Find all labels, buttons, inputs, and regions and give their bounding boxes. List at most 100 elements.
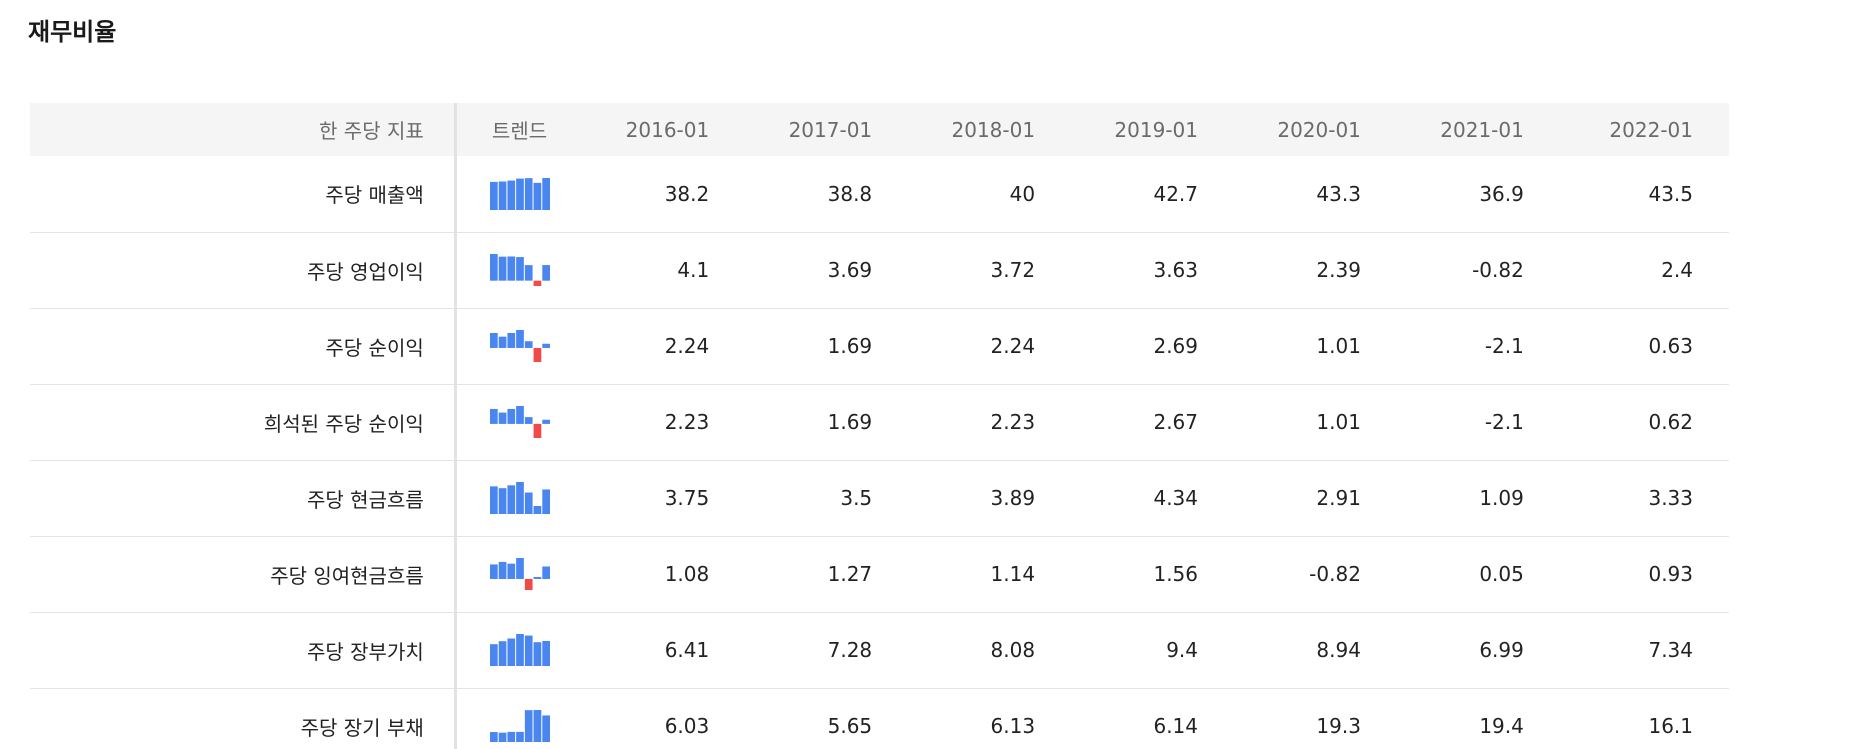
value-cell: 1.27: [827, 562, 873, 586]
header-year-2017: 2017-01: [788, 117, 873, 142]
header-year-2020: 2020-01: [1277, 117, 1361, 142]
trend-cell: [455, 232, 582, 308]
trend-cell: [455, 460, 582, 536]
trend-cell: [455, 384, 582, 460]
table-row: 주당 장기 부채 6.03 5.65 6.13 6.14 19.3 19.4 1…: [30, 688, 1729, 749]
trend-sparkline: [489, 634, 550, 666]
trend-bar: [506, 485, 515, 514]
trend-bar: [524, 635, 533, 666]
value-cell: 6.13: [990, 714, 1036, 739]
value-cell: 6.99: [1479, 638, 1524, 662]
trend-bar: [515, 634, 524, 666]
trend-bar: [533, 423, 541, 438]
trend-bar: [533, 347, 541, 362]
table-row: 주당 영업이익 4.1 3.69 3.72 3.63 2.39 -0.82 2.…: [30, 232, 1729, 308]
value-cell: 2.23: [664, 410, 710, 434]
value-cell: 1.69: [827, 334, 873, 358]
trend-bar: [533, 280, 541, 286]
value-cell: 0.05: [1479, 562, 1524, 586]
value-cell: 1.09: [1479, 486, 1524, 510]
table-row: 희석된 주당 순이익 2.23 1.69 2.23 2.67 1.01 -2.1…: [30, 384, 1729, 460]
row-label: 주당 매출액: [30, 156, 457, 232]
value-cell: 5.65: [827, 714, 873, 739]
row-label: 주당 잉여현금흐름: [30, 536, 457, 612]
trend-bar: [515, 482, 524, 514]
financial-ratios-table: 한 주당 지표 트렌드 2016-01 2017-01 2018-01 2019…: [30, 103, 1729, 749]
value-cell: 3.89: [990, 486, 1036, 510]
trend-sparkline: [489, 177, 550, 210]
value-cell: -2.1: [1484, 334, 1524, 358]
trend-bar: [541, 715, 550, 743]
trend-sparkline: [489, 330, 550, 362]
trend-bar: [541, 641, 550, 666]
trend-bar: [498, 561, 506, 579]
table-row: 주당 잉여현금흐름 1.08 1.27 1.14 1.56 -0.82 0.05…: [30, 536, 1729, 612]
value-cell: 0.63: [1648, 334, 1693, 358]
trend-bar: [489, 333, 498, 348]
row-label: 주당 영업이익: [30, 232, 457, 308]
table-row: 주당 순이익 2.24 1.69 2.24 2.69 1.01 -2.1 0.6…: [30, 308, 1729, 384]
trend-bar: [489, 408, 498, 424]
value-cell: 9.4: [1166, 638, 1198, 662]
value-cell: 1.01: [1316, 410, 1361, 434]
trend-bar: [524, 578, 533, 590]
value-cell: 43.5: [1648, 181, 1693, 206]
header-trend: 트렌드: [491, 119, 548, 143]
value-cell: 3.63: [1153, 258, 1198, 282]
page-title: 재무비율: [28, 18, 117, 46]
trend-bar: [541, 177, 550, 210]
trend-cell: [455, 156, 582, 232]
trend-sparkline: [489, 254, 550, 286]
trend-bar: [533, 505, 541, 514]
value-cell: 3.5: [840, 486, 873, 510]
trend-bar: [506, 563, 515, 579]
header-year-2021: 2021-01: [1440, 117, 1524, 142]
trend-bar: [515, 732, 524, 743]
trend-cell: [455, 536, 582, 612]
value-cell: 2.91: [1316, 486, 1361, 510]
row-label: 주당 순이익: [30, 308, 457, 384]
row-label: 주당 장부가치: [30, 612, 457, 688]
trend-cell: [455, 308, 582, 384]
trend-bar: [515, 257, 524, 281]
trend-bar: [515, 406, 524, 424]
trend-bar: [515, 178, 524, 210]
trend-sparkline: [489, 406, 550, 438]
value-cell: 0.62: [1648, 410, 1693, 434]
value-cell: 4.34: [1153, 486, 1198, 510]
value-cell: 38.8: [827, 181, 873, 206]
trend-bar: [524, 341, 533, 348]
value-cell: 1.08: [664, 562, 710, 586]
header-year-2022: 2022-01: [1609, 117, 1693, 142]
trend-bar: [541, 489, 550, 514]
value-cell: 7.34: [1648, 638, 1693, 662]
value-cell: 36.9: [1479, 181, 1524, 206]
value-cell: 42.7: [1153, 181, 1198, 206]
trend-bar: [524, 492, 533, 514]
value-cell: 38.2: [664, 181, 710, 206]
table-header-row: 한 주당 지표 트렌드 2016-01 2017-01 2018-01 2019…: [30, 103, 1729, 156]
trend-bar: [506, 732, 515, 743]
value-cell: 2.69: [1153, 334, 1198, 358]
trend-bar: [489, 254, 498, 281]
trend-bar: [533, 576, 541, 579]
value-cell: 3.69: [827, 258, 873, 282]
trend-bar: [506, 408, 515, 424]
value-cell: 1.01: [1316, 334, 1361, 358]
value-cell: 6.14: [1153, 714, 1198, 739]
trend-bar: [533, 642, 541, 666]
value-cell: 6.03: [664, 714, 710, 739]
value-cell: 2.24: [990, 334, 1036, 358]
trend-bar: [533, 710, 541, 743]
trend-bar: [489, 564, 498, 579]
trend-bar: [541, 343, 550, 348]
value-cell: 0.93: [1648, 562, 1693, 586]
row-label: 주당 장기 부채: [30, 688, 457, 749]
trend-bar: [524, 710, 533, 743]
header-year-2016: 2016-01: [625, 117, 710, 142]
trend-sparkline: [489, 482, 550, 514]
trend-bar: [498, 488, 506, 514]
value-cell: 3.72: [990, 258, 1036, 282]
value-cell: 2.67: [1153, 410, 1198, 434]
value-cell: 40: [1009, 181, 1036, 206]
